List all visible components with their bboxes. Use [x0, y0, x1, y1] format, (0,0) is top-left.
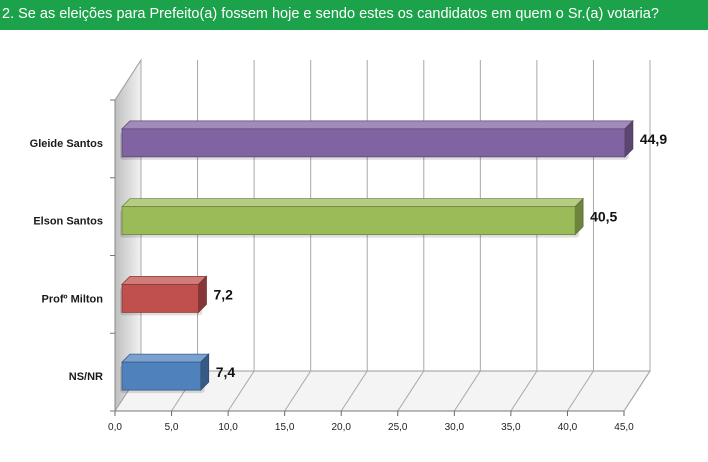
x-tick-label: 40,0: [558, 422, 578, 433]
bar-chart: 0,0 5,0 10,0 15,0 20,0 25,0 30,0 35,0 40,0 45,0 44…: [30, 58, 668, 433]
bar-gleide-santos: [120, 119, 634, 160]
bars: [120, 119, 634, 394]
floor-gridline: [623, 370, 651, 412]
floor-gridline: [227, 370, 255, 412]
x-tick-label: 5,0: [165, 422, 179, 433]
bar-top: [121, 275, 208, 285]
title-bar: 2. Se as eleições para Prefeito(a) fosse…: [0, 0, 708, 30]
bar-front: [121, 361, 202, 391]
bar-top: [121, 120, 634, 130]
floor-gridline: [453, 370, 481, 412]
floor-gridline: [510, 370, 538, 412]
chart-title: 2. Se as eleições para Prefeito(a) fosse…: [2, 6, 659, 22]
x-tick-label: 10,0: [218, 422, 238, 433]
bar-top: [121, 353, 210, 363]
category-label: Profº Milton: [42, 293, 104, 305]
labels: 0,0 5,0 10,0 15,0 20,0 25,0 30,0 35,0 40,0 45,0 44…: [30, 131, 668, 433]
bar-front: [121, 283, 199, 313]
floor-gridline: [284, 370, 312, 412]
x-tick-label: 0,0: [108, 422, 122, 433]
floor-gridline: [340, 370, 368, 412]
floor-gridline: [397, 370, 425, 412]
bar-front: [121, 128, 626, 158]
bar-elson-santos: [120, 197, 585, 238]
bar-front: [121, 206, 576, 236]
category-label: Elson Santos: [33, 216, 103, 228]
data-label: 7,2: [213, 286, 233, 302]
x-tick-label: 20,0: [331, 422, 351, 433]
x-tick-label: 25,0: [388, 422, 408, 433]
x-tick-label: 45,0: [614, 422, 634, 433]
data-label: 40,5: [590, 209, 617, 225]
x-tick-label: 35,0: [501, 422, 521, 433]
x-tick-label: 30,0: [445, 422, 465, 433]
x-tick-label: 15,0: [275, 422, 295, 433]
bar-top: [121, 198, 585, 208]
bar-prof-milton: [120, 275, 208, 316]
category-label: Gleide Santos: [30, 138, 103, 150]
data-label: 44,9: [640, 131, 667, 147]
bar-ns-nr: [120, 353, 210, 394]
floor-gridline: [567, 370, 594, 412]
category-label: NS/NR: [69, 371, 103, 383]
data-label: 7,4: [216, 364, 236, 380]
